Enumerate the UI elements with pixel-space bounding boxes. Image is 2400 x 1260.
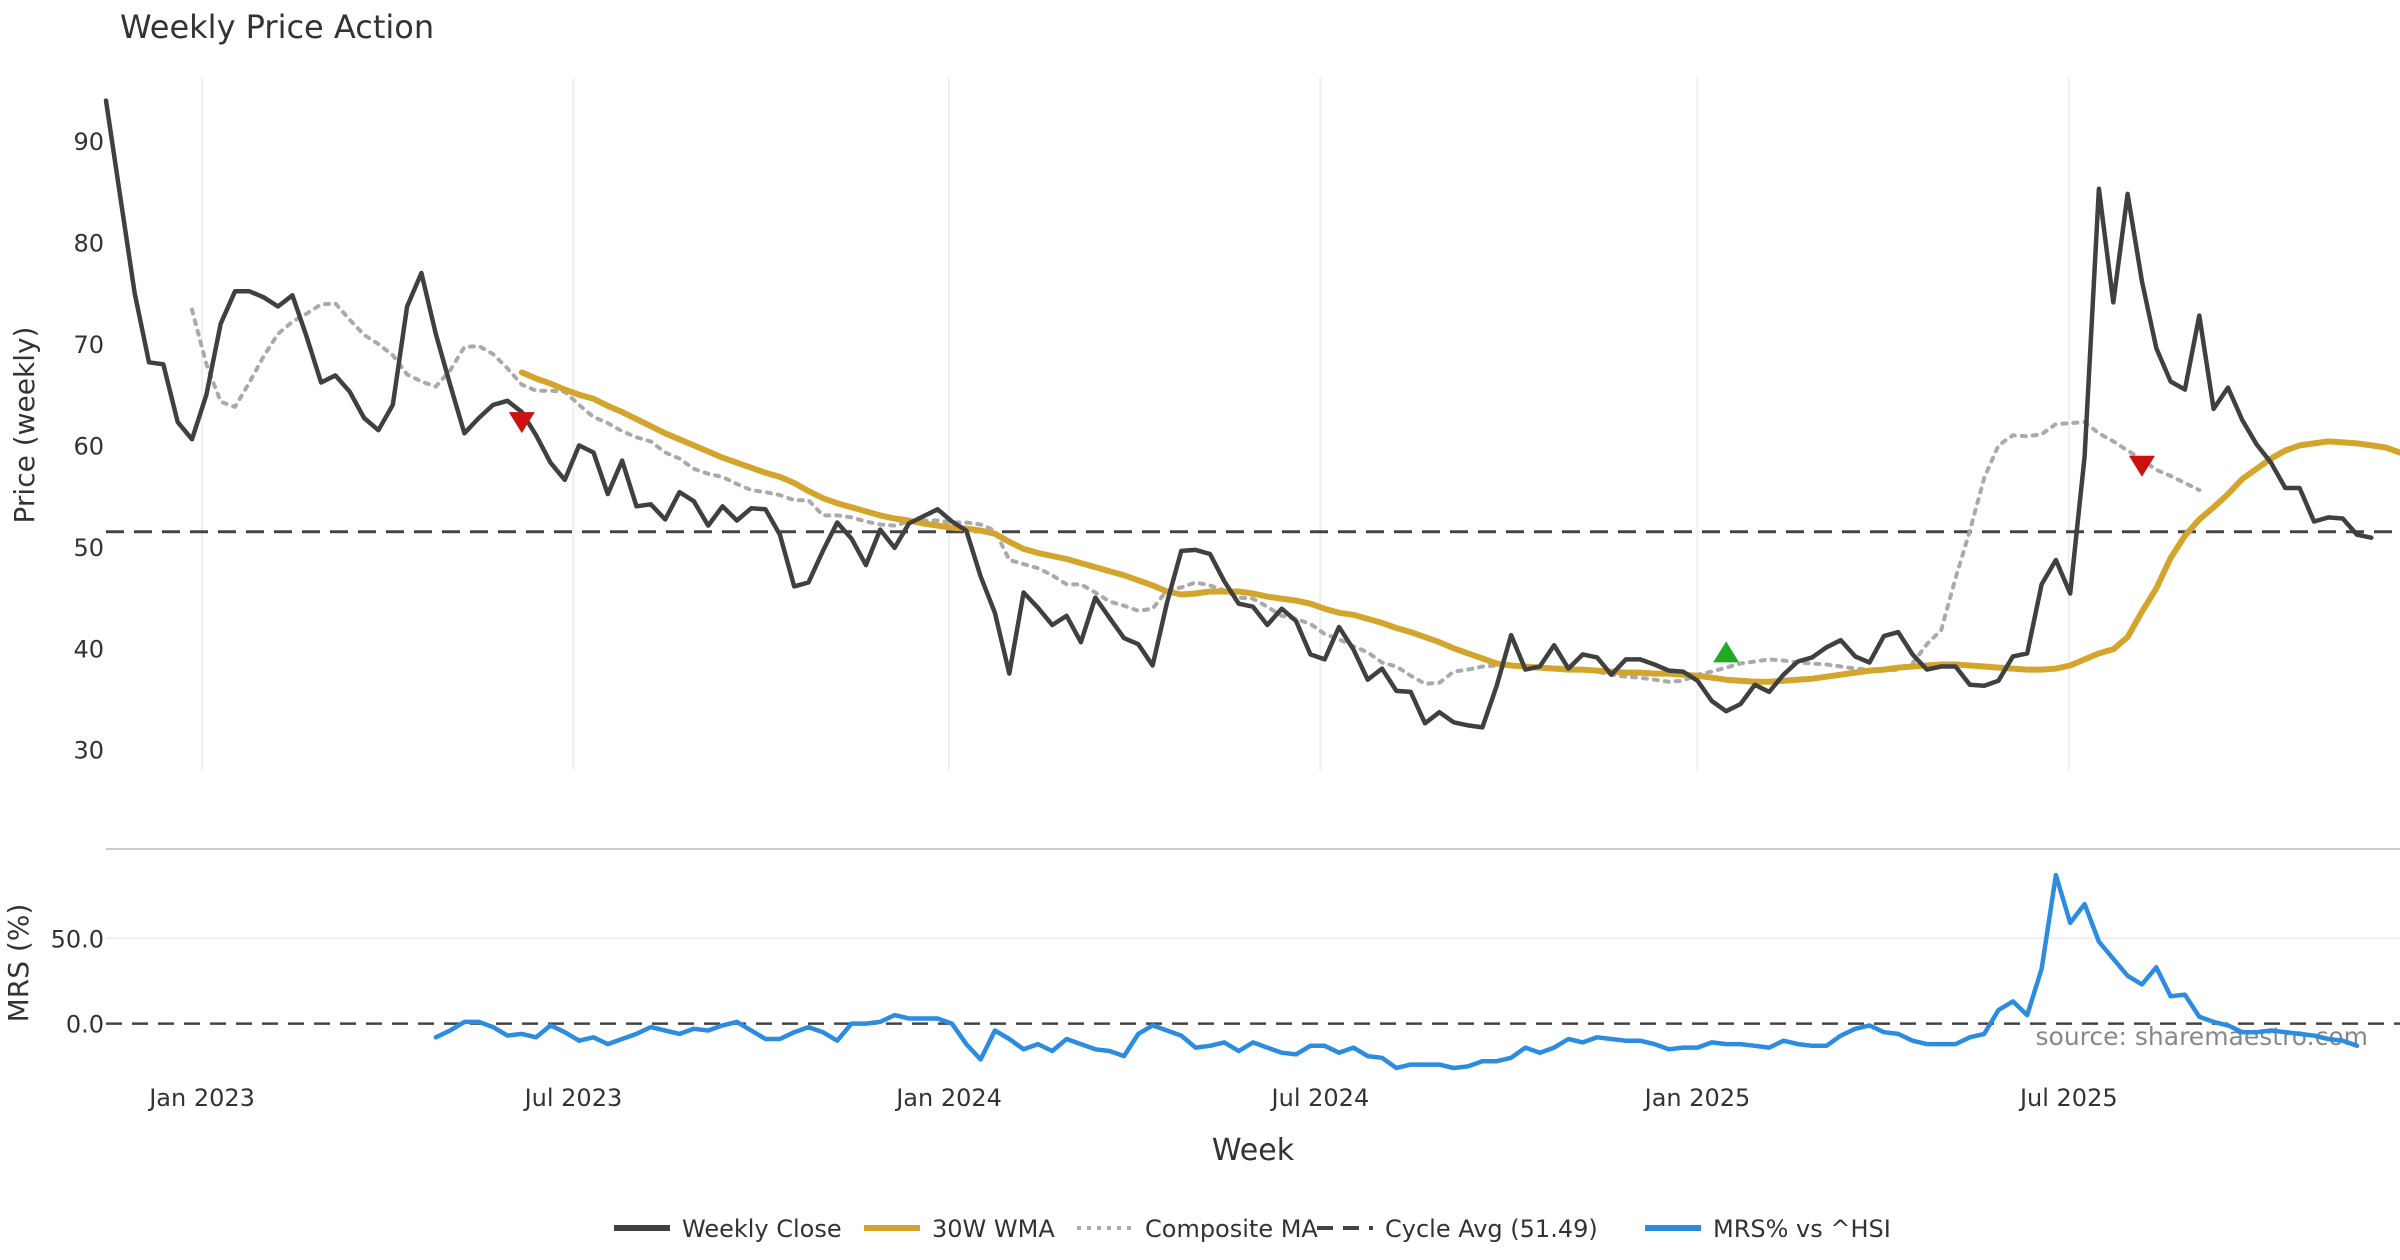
x-tick-label: Jul 2024 [1270, 1084, 1370, 1112]
buy-signal-marker [1713, 641, 1740, 663]
legend-label-mrs: MRS% vs ^HSI [1713, 1215, 1891, 1243]
price-y-tick-label: 70 [73, 331, 104, 359]
price-y-tick-label: 40 [73, 635, 104, 663]
mrs-line [433, 872, 2360, 1071]
price-y-tick-label: 60 [73, 432, 104, 460]
wma-30w-line [518, 369, 2400, 685]
price-y-tick-label: 80 [73, 230, 104, 258]
legend-label-comp: Composite MA [1145, 1215, 1318, 1243]
mrs-y-tick-label: 50.0 [51, 925, 104, 953]
x-tick-label: Jul 2025 [2018, 1084, 2118, 1112]
sell-signal-marker [2128, 455, 2155, 477]
price-y-tick-label: 50 [73, 534, 104, 562]
mrs-y-tick-label: 0.0 [66, 1011, 104, 1039]
mrs-y-axis-label: MRS (%) [2, 904, 35, 1023]
price-y-tick-label: 90 [73, 128, 104, 156]
price-y-axis-label: Price (weekly) [8, 327, 41, 524]
price-y-tick-label: 30 [73, 737, 104, 765]
x-axis-label: Week [1212, 1133, 1295, 1168]
composite-ma-line [190, 301, 2202, 686]
sell-signal-marker [508, 412, 535, 434]
x-tick-label: Jan 2024 [894, 1084, 1002, 1112]
chart-title: Weekly Price Action [120, 8, 434, 46]
x-tick-label: Jul 2023 [523, 1084, 623, 1112]
legend-label-close: Weekly Close [682, 1215, 842, 1243]
weekly-close-line [103, 98, 2374, 730]
x-tick-label: Jan 2025 [1643, 1084, 1751, 1112]
legend-label-wma: 30W WMA [932, 1215, 1055, 1243]
x-tick-label: Jan 2023 [147, 1084, 255, 1112]
legend-label-avg: Cycle Avg (51.49) [1385, 1215, 1598, 1243]
